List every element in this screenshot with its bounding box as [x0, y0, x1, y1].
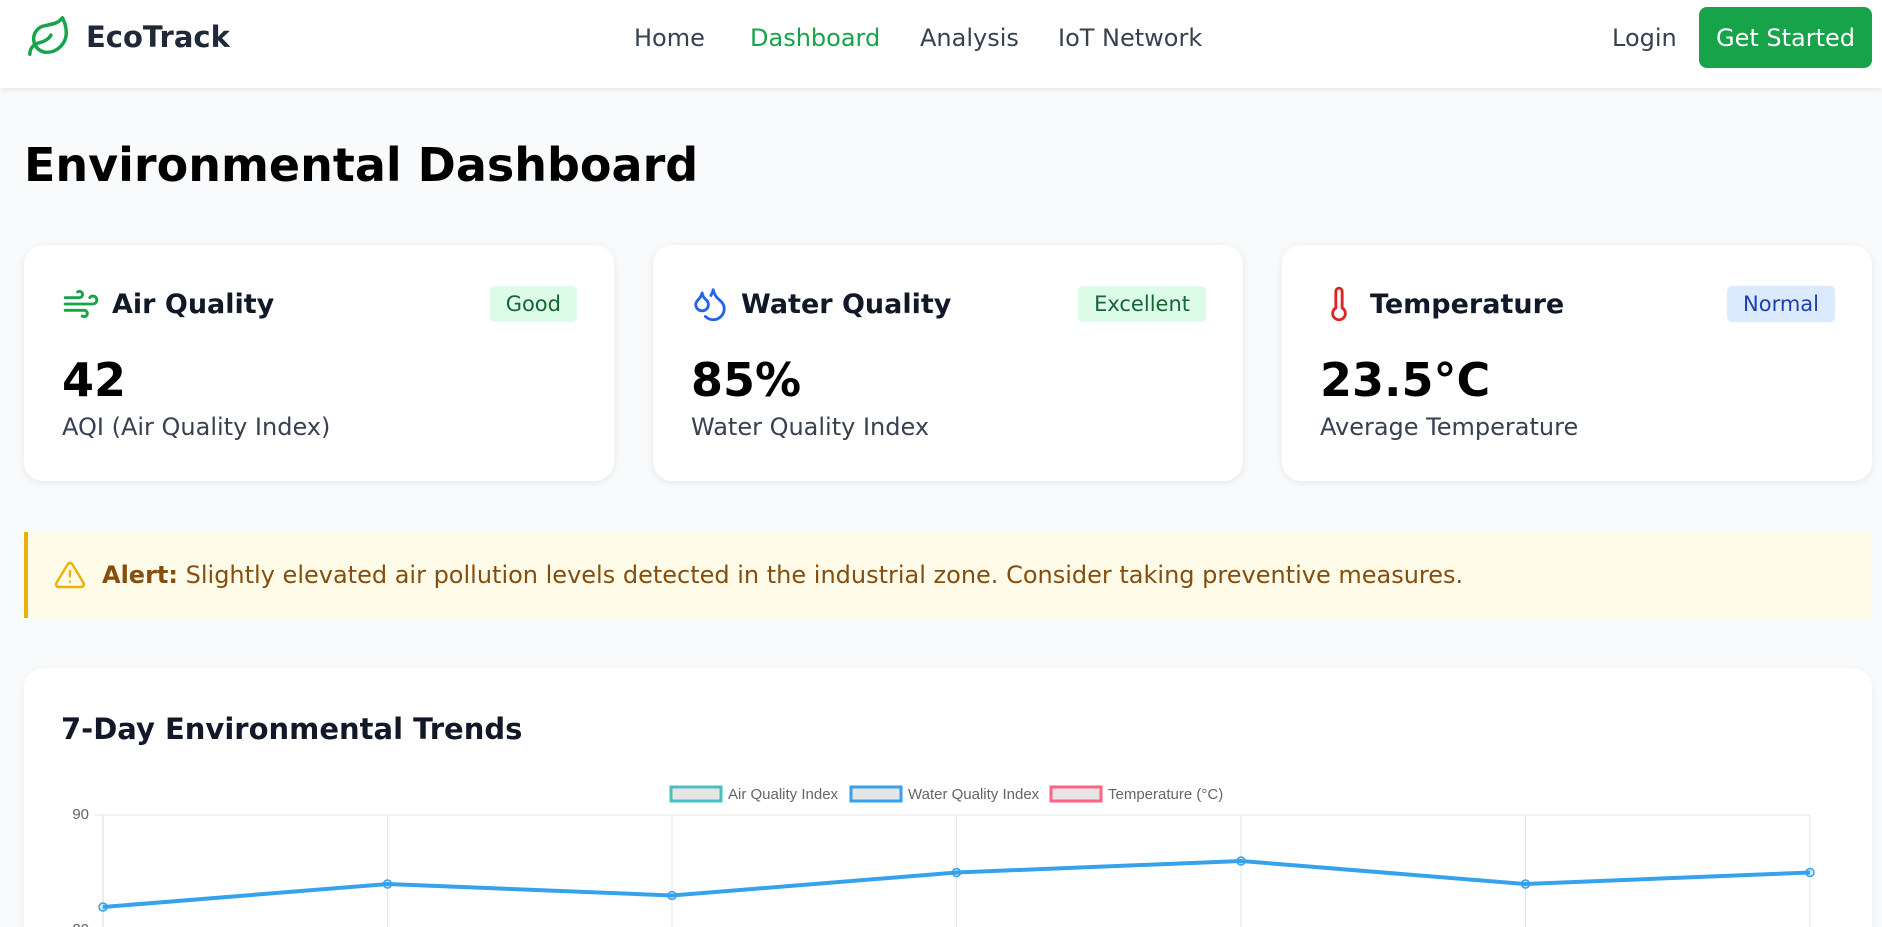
badge: Good — [489, 286, 577, 322]
data-point — [1520, 879, 1531, 889]
thermometer-icon — [1331, 286, 1347, 322]
page-title: Environmental Dashboard — [24, 138, 699, 192]
data-point — [1805, 867, 1815, 878]
card-value: 85% — [691, 353, 802, 407]
legend-swatch — [669, 785, 723, 803]
logo-icon — [28, 16, 68, 56]
card-caption: AQI (Air Quality Index) — [62, 413, 331, 441]
legend-label: Temperature (°C) — [1108, 786, 1223, 803]
warning-icon — [54, 561, 86, 589]
nav-link[interactable]: Dashboard — [750, 24, 881, 52]
nav-link[interactable]: Home — [634, 24, 705, 52]
alert-message: Slightly elevated air pollution levels d… — [185, 561, 1464, 589]
card-title: Water Quality — [741, 289, 952, 320]
card: Air Quality Good 42 AQI (Air Quality Ind… — [24, 245, 614, 481]
navbar: EcoTrack Home Dashboard Analysis IoT Net… — [0, 0, 1882, 88]
card-caption: Average Temperature — [1320, 413, 1579, 441]
card: Temperature Normal 23.5°C Average Temper… — [1282, 245, 1872, 481]
card-caption: Water Quality Index — [691, 413, 930, 441]
card: Water Quality Excellent 85% Water Qualit… — [653, 245, 1243, 481]
data-point — [1236, 856, 1246, 866]
droplets-icon — [694, 288, 726, 322]
legend-swatch — [1049, 785, 1103, 803]
y-tick-label: 80 — [72, 921, 89, 927]
brand[interactable]: EcoTrack — [86, 20, 230, 54]
nav-link[interactable]: IoT Network — [1058, 24, 1203, 52]
data-point — [667, 890, 677, 901]
get-started-button[interactable]: Get Started — [1699, 7, 1872, 68]
badge: Excellent — [1078, 286, 1206, 322]
badge: Normal — [1727, 286, 1835, 322]
alert-label: Alert: — [102, 561, 178, 589]
legend-label: Water Quality Index — [908, 786, 1040, 803]
series-line — [102, 858, 1811, 909]
chart-title: 7-Day Environmental Trends — [61, 712, 523, 746]
card-title: Air Quality — [112, 289, 275, 320]
data-point — [98, 902, 108, 912]
card-value: 23.5°C — [1320, 353, 1491, 407]
y-tick-label: 90 — [72, 806, 89, 823]
nav-link[interactable]: Analysis — [920, 24, 1019, 52]
data-point — [951, 867, 962, 878]
login[interactable]: Login — [1612, 24, 1677, 52]
legend-label: Air Quality Index — [728, 786, 839, 803]
legend-swatch — [849, 785, 903, 803]
card-title: Temperature — [1370, 289, 1565, 320]
wind-icon — [63, 289, 99, 319]
card-value: 42 — [62, 353, 127, 407]
alert-text: Alert: Slightly elevated air pollution l… — [102, 561, 1463, 589]
alert: Alert: Slightly elevated air pollution l… — [24, 532, 1872, 618]
data-point — [382, 879, 393, 889]
